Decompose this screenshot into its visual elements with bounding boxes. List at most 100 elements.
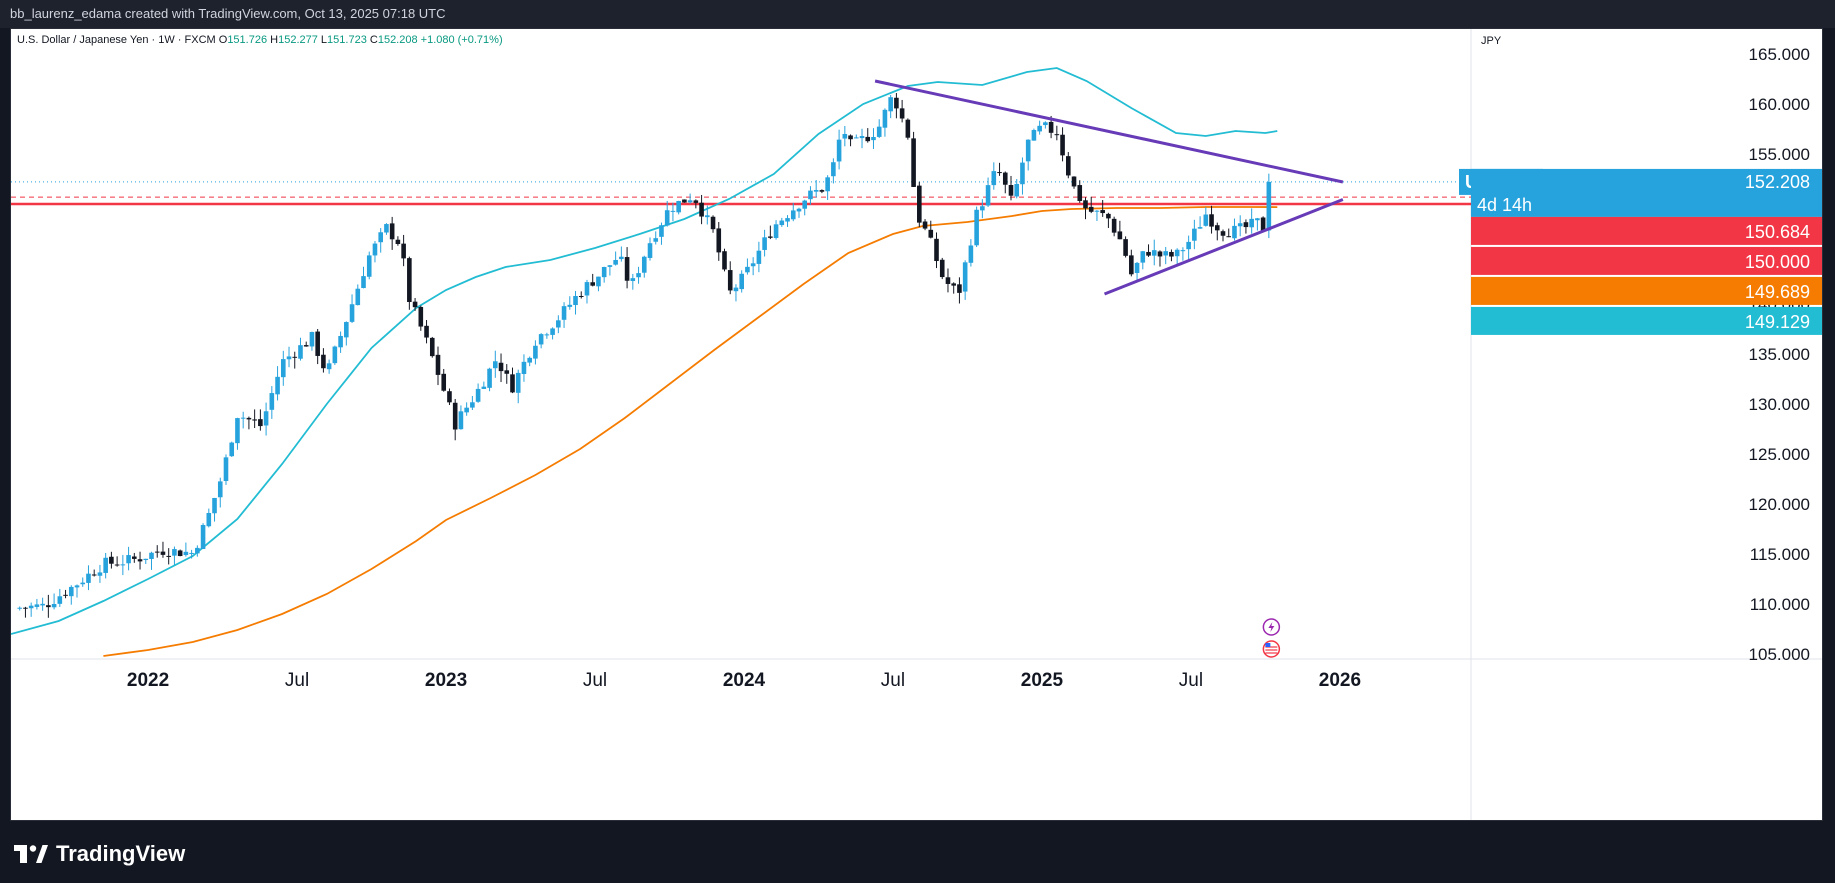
candle-down	[1077, 185, 1083, 201]
candle-up	[17, 607, 23, 609]
candle-up	[527, 357, 532, 363]
candle-down	[1065, 156, 1071, 176]
candle-up	[1180, 250, 1186, 252]
candle-up	[659, 225, 664, 237]
candle-down	[1008, 185, 1014, 196]
candle-down	[894, 97, 899, 109]
candle-up	[80, 582, 86, 585]
candle-up	[326, 363, 332, 370]
candle-up	[813, 190, 819, 192]
candle-up	[968, 245, 974, 263]
tradingview-brand: TradingView	[56, 841, 186, 866]
candle-down	[510, 374, 515, 393]
x-tick-label: Jul	[1179, 670, 1203, 691]
candle-down	[624, 257, 630, 281]
candle-up	[842, 133, 848, 139]
candle-down	[905, 119, 911, 138]
price-tag-text: 150.000	[1745, 252, 1810, 272]
candle-up	[28, 605, 34, 609]
candle-down	[1083, 200, 1088, 209]
candle-up	[120, 564, 126, 566]
candle-up	[1249, 218, 1254, 228]
price-label-level-150684: 150.684	[1471, 216, 1822, 245]
chart-frame[interactable]: U.S. Dollar / Japanese Yen · 1W · FXCM O…	[10, 28, 1823, 821]
us-flag-canton	[1265, 643, 1271, 647]
candle-up	[366, 255, 372, 277]
candle-down	[951, 283, 956, 286]
candle-up	[985, 185, 991, 206]
candle-up	[876, 126, 882, 137]
moving-average-ma-fast	[10, 67, 1278, 635]
x-tick-label: Jul	[881, 670, 905, 691]
candle-up	[607, 265, 613, 267]
price-chart[interactable]: U.S. Dollar / Japanese Yen · 1W · FXCM O…	[10, 29, 1822, 820]
y-tick-label: 160.000	[1749, 95, 1810, 114]
y-tick-label: 155.000	[1749, 145, 1810, 164]
candle-up	[475, 388, 481, 402]
candle-down	[934, 238, 939, 262]
countdown-text: 4d 14h	[1477, 195, 1532, 215]
lightning-icon	[1268, 622, 1275, 632]
candle-up	[750, 263, 756, 267]
candle-up	[515, 372, 521, 393]
candle-down	[63, 594, 68, 596]
y-tick-label: 105.000	[1749, 645, 1810, 664]
candle-down	[1048, 121, 1054, 133]
candle-up	[206, 513, 212, 527]
candle-up	[481, 386, 487, 389]
candle-up	[1151, 250, 1157, 256]
trendline-descending-resistance	[874, 79, 1344, 184]
candle-up	[235, 418, 240, 444]
candle-up	[1197, 227, 1203, 229]
candle-up	[533, 345, 538, 359]
candle-down	[252, 419, 257, 421]
price-tag-text: 149.689	[1745, 282, 1810, 302]
candle-down	[1002, 172, 1008, 185]
candle-down	[1226, 236, 1232, 238]
candle-down	[395, 239, 401, 244]
candle-up	[195, 547, 200, 554]
candle-down	[258, 419, 263, 427]
candle-up	[601, 267, 607, 278]
candle-down	[1117, 231, 1123, 240]
candle-up	[492, 361, 498, 369]
trendline-ascending-support	[1103, 198, 1344, 296]
candle-down	[498, 362, 504, 372]
currency-label: JPY	[1481, 35, 1502, 47]
candle-down	[321, 354, 326, 369]
candle-down	[1157, 251, 1163, 257]
candle-up	[991, 171, 997, 186]
candle-up	[200, 524, 206, 549]
candle-up	[189, 552, 194, 554]
candle-up	[521, 361, 527, 374]
last-price-text: 152.208	[1745, 172, 1810, 192]
candle-down	[768, 236, 773, 238]
candle-down	[1169, 251, 1174, 257]
candle-up	[34, 604, 40, 607]
price-tag-text: 150.684	[1745, 222, 1810, 242]
candle-down	[160, 551, 166, 555]
candle-up	[773, 224, 779, 239]
candles-group	[17, 93, 1272, 618]
tradingview-logo-icon	[14, 845, 48, 863]
candle-up	[1020, 162, 1025, 185]
candle-down	[166, 555, 171, 557]
tradingview-logo[interactable]: TradingView	[14, 841, 185, 867]
candle-up	[183, 551, 189, 556]
candle-up	[458, 411, 464, 430]
candle-up	[470, 402, 475, 408]
candle-up	[796, 208, 802, 212]
candle-down	[292, 356, 298, 358]
candle-up	[556, 320, 561, 328]
y-tick-label: 110.000	[1750, 595, 1810, 614]
candle-up	[1232, 225, 1237, 239]
candle-up	[103, 557, 108, 573]
candle-down	[418, 306, 424, 327]
candle-up	[544, 334, 550, 336]
candle-down	[23, 607, 28, 609]
candle-up	[172, 549, 177, 556]
candle-down	[865, 136, 871, 142]
candle-down	[945, 277, 951, 284]
candle-up	[1163, 251, 1169, 256]
candle-up	[487, 368, 492, 388]
